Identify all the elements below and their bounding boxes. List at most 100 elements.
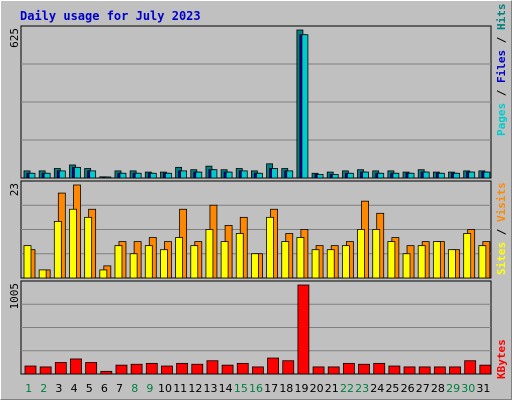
- bar-sites-day-13: [205, 229, 214, 279]
- x-tick-label: 3: [55, 382, 62, 395]
- bar-sites-day-11: [175, 237, 184, 279]
- bar-sites-day-20: [311, 249, 320, 279]
- bar-kbytes-day-5: [85, 362, 98, 375]
- bar-kbytes-day-14: [221, 364, 234, 375]
- x-tick-label: 5: [86, 382, 93, 395]
- bar-pages-day-23: [362, 171, 369, 179]
- bar-pages-day-29: [453, 172, 460, 179]
- bar-sites-day-4: [69, 208, 77, 279]
- bar-pages-day-31: [483, 171, 491, 179]
- bar-kbytes-day-26: [403, 366, 416, 375]
- bar-sites-day-19: [296, 237, 305, 279]
- bar-pages-day-19: [301, 34, 309, 179]
- bar-pages-day-18: [286, 170, 294, 179]
- bar-kbytes-day-20: [312, 366, 325, 375]
- bar-kbytes-day-4: [70, 358, 82, 375]
- bar-sites-day-25: [387, 241, 396, 279]
- bar-sites-day-9: [144, 245, 153, 279]
- x-tick-label: 12: [188, 382, 202, 395]
- bar-sites-day-22: [341, 245, 350, 279]
- bar-sites-day-6: [99, 269, 108, 279]
- x-tick-label: 16: [249, 382, 263, 395]
- bar-pages-day-24: [377, 172, 385, 179]
- bar-kbytes-day-27: [418, 366, 431, 375]
- bar-sites-day-29: [448, 249, 456, 279]
- x-tick-label: 13: [204, 382, 218, 395]
- chart-title: Daily usage for July 2023: [20, 9, 201, 23]
- bar-sites-day-16: [251, 253, 259, 279]
- x-tick-label: 20: [310, 382, 324, 395]
- bar-pages-day-11: [180, 170, 188, 179]
- bar-pages-day-30: [468, 171, 476, 179]
- bar-pages-day-10: [165, 172, 172, 179]
- bar-pages-day-25: [392, 172, 400, 179]
- bar-pages-day-17: [271, 168, 278, 179]
- legend-sites-visits: Sites / Visits: [495, 182, 508, 275]
- x-tick-label: 7: [116, 382, 123, 395]
- bar-kbytes-day-6: [100, 370, 113, 375]
- bar-kbytes-day-21: [327, 366, 340, 375]
- visits-panel: 23: [8, 180, 492, 279]
- bar-kbytes-day-30: [464, 360, 477, 375]
- bar-kbytes-day-31: [479, 364, 492, 375]
- bar-kbytes-day-8: [130, 363, 143, 375]
- x-tick-label: 1: [25, 382, 32, 395]
- x-tick-label: 19: [294, 382, 308, 395]
- bar-sites-day-24: [372, 229, 381, 279]
- kbytes-panel-ymax-label: 1005: [8, 283, 21, 310]
- x-tick-label: 2: [40, 382, 47, 395]
- bar-sites-day-17: [266, 216, 274, 279]
- x-tick-label: 15: [234, 382, 248, 395]
- x-tick-label: 14: [219, 382, 233, 395]
- bar-pages-day-21: [331, 174, 339, 179]
- x-tick-label: 18: [279, 382, 293, 395]
- legend-pages-files-hits: Pages / Files / Hits: [495, 4, 508, 137]
- hits-panel-ymax-label: 625: [8, 28, 21, 48]
- bar-pages-day-4: [74, 166, 81, 179]
- bar-pages-day-2: [43, 172, 51, 179]
- x-tick-label: 10: [158, 382, 172, 395]
- bar-kbytes-day-22: [342, 362, 355, 375]
- bar-kbytes-day-12: [191, 363, 204, 375]
- bar-kbytes-day-25: [388, 365, 401, 375]
- x-tick-label: 31: [476, 382, 490, 395]
- x-tick-label: 9: [146, 382, 153, 395]
- bar-sites-day-31: [478, 245, 487, 279]
- bar-kbytes-day-18: [282, 360, 295, 375]
- x-tick-label: 21: [325, 382, 339, 395]
- bar-sites-day-26: [402, 253, 411, 279]
- bar-sites-day-18: [281, 241, 290, 279]
- x-tick-label: 11: [173, 382, 187, 395]
- bar-sites-day-14: [220, 241, 229, 279]
- bar-sites-day-5: [84, 216, 93, 279]
- x-tick-label: 24: [370, 382, 384, 395]
- bar-pages-day-13: [210, 169, 218, 179]
- bar-sites-day-3: [53, 220, 62, 279]
- bar-sites-day-2: [38, 269, 47, 279]
- hits-panel: 625: [8, 25, 492, 179]
- bar-sites-day-12: [190, 245, 199, 279]
- x-tick-label: 23: [355, 382, 369, 395]
- x-tick-label: 29: [446, 382, 460, 395]
- bar-pages-day-26: [407, 172, 415, 179]
- bar-kbytes-day-24: [373, 362, 386, 375]
- bar-pages-day-7: [119, 172, 127, 179]
- bar-pages-day-3: [58, 170, 66, 179]
- bar-sites-day-28: [432, 241, 441, 279]
- bar-pages-day-8: [134, 172, 142, 179]
- bar-kbytes-day-1: [24, 365, 37, 375]
- bar-kbytes-day-23: [358, 363, 370, 375]
- bar-kbytes-day-9: [145, 362, 158, 375]
- bar-pages-day-6: [104, 176, 112, 179]
- visits-panel-ymax-label: 23: [8, 183, 21, 196]
- bar-kbytes-day-2: [39, 366, 52, 375]
- bar-kbytes-day-11: [176, 362, 189, 375]
- bar-pages-day-14: [225, 171, 233, 179]
- bar-sites-day-8: [129, 253, 138, 279]
- x-tick-label: 25: [385, 382, 399, 395]
- bar-kbytes-day-3: [54, 362, 67, 375]
- bar-kbytes-day-29: [449, 366, 461, 375]
- bar-sites-day-30: [463, 233, 472, 279]
- bar-sites-day-10: [160, 249, 168, 279]
- bar-sites-day-1: [23, 245, 32, 279]
